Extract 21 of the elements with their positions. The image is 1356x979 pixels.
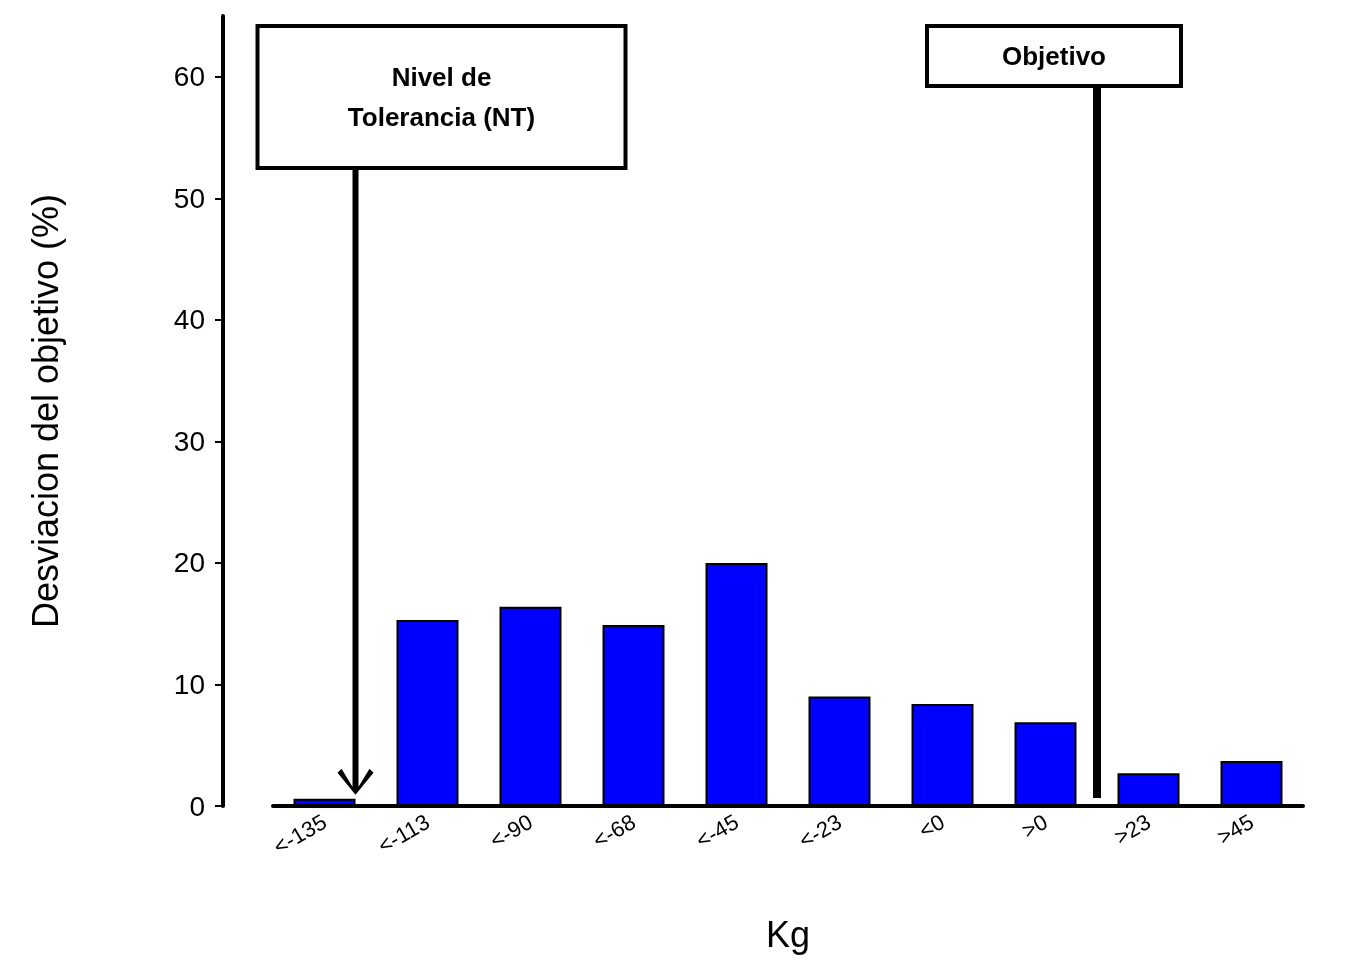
y-tick-label: 50 (173, 182, 205, 214)
annotation: Nivel de Tolerancia (NT) (255, 24, 628, 170)
y-tick-label: 30 (173, 425, 205, 457)
x-tick-label: >45 (1212, 809, 1258, 850)
x-tick-label: <-113 (373, 809, 434, 859)
x-tick-label: <-68 (588, 809, 640, 854)
x-tick-label: >0 (1017, 809, 1052, 844)
y-axis-title: Desviacion del objetivo (%) (24, 193, 66, 629)
x-tick-label: <-135 (269, 809, 331, 860)
x-axis-title: Kg (765, 913, 811, 955)
x-tick-label: >23 (1109, 809, 1155, 850)
y-tick-label: 60 (173, 61, 205, 93)
y-tick-label: 20 (173, 547, 205, 579)
y-tick-label: 40 (173, 304, 205, 336)
y-tick-label: 0 (189, 790, 205, 822)
x-tick-label: <-45 (691, 809, 743, 854)
x-tick-label: <-90 (485, 809, 537, 854)
annotation: Objetivo (925, 24, 1183, 88)
x-tick-label: <0 (914, 809, 949, 844)
y-tick-label: 10 (173, 668, 205, 700)
x-tick-label: <-23 (794, 809, 846, 854)
